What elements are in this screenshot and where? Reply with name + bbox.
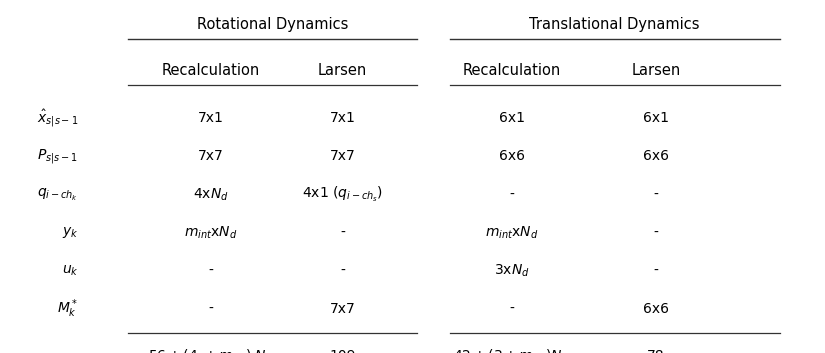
Text: -: - (653, 226, 658, 240)
Text: Recalculation: Recalculation (462, 63, 561, 78)
Text: -: - (653, 187, 658, 202)
Text: 6x6: 6x6 (643, 149, 669, 163)
Text: $m_{int}\mathrm{x}N_d$: $m_{int}\mathrm{x}N_d$ (485, 225, 538, 241)
Text: -: - (509, 187, 514, 202)
Text: 7x7: 7x7 (329, 149, 356, 163)
Text: -: - (340, 264, 345, 278)
Text: $P_{s|s-1}$: $P_{s|s-1}$ (37, 147, 78, 166)
Text: -: - (509, 302, 514, 316)
Text: 7x1: 7x1 (329, 111, 356, 125)
Text: $4\mathrm{x}1\ (q_{i-ch_s})$: $4\mathrm{x}1\ (q_{i-ch_s})$ (302, 185, 383, 204)
Text: 6x1: 6x1 (498, 111, 525, 125)
Text: $y_k$: $y_k$ (62, 225, 78, 240)
Text: $\hat{x}_{s|s-1}$: $\hat{x}_{s|s-1}$ (37, 107, 78, 129)
Text: -: - (340, 226, 345, 240)
Text: -: - (208, 302, 213, 316)
Text: Recalculation: Recalculation (161, 63, 260, 78)
Text: Larsen: Larsen (318, 63, 367, 78)
Text: $M^*_k$: $M^*_k$ (57, 298, 78, 320)
Text: 6x1: 6x1 (643, 111, 669, 125)
Text: $42+(3+m_{int})N_d$: $42+(3+m_{int})N_d$ (453, 347, 570, 353)
Text: $q_{i-ch_k}$: $q_{i-ch_k}$ (37, 186, 78, 203)
Text: 78: 78 (647, 349, 665, 353)
Text: $m_{int}\mathrm{x}N_d$: $m_{int}\mathrm{x}N_d$ (184, 225, 237, 241)
Text: Translational Dynamics: Translational Dynamics (530, 17, 700, 32)
Text: $u_k$: $u_k$ (62, 264, 78, 278)
Text: -: - (653, 264, 658, 278)
Text: $3\mathrm{x}N_d$: $3\mathrm{x}N_d$ (493, 263, 530, 279)
Text: 109: 109 (329, 349, 356, 353)
Text: $56+(4\ +m_{int})\ N_d$: $56+(4\ +m_{int})\ N_d$ (148, 347, 273, 353)
Text: 6x6: 6x6 (498, 149, 525, 163)
Text: Larsen: Larsen (631, 63, 681, 78)
Text: 6x6: 6x6 (643, 302, 669, 316)
Text: 7x1: 7x1 (197, 111, 224, 125)
Text: Rotational Dynamics: Rotational Dynamics (196, 17, 348, 32)
Text: 7x7: 7x7 (197, 149, 224, 163)
Text: 7x7: 7x7 (329, 302, 356, 316)
Text: $4\mathrm{x}N_d$: $4\mathrm{x}N_d$ (192, 186, 229, 203)
Text: -: - (208, 264, 213, 278)
